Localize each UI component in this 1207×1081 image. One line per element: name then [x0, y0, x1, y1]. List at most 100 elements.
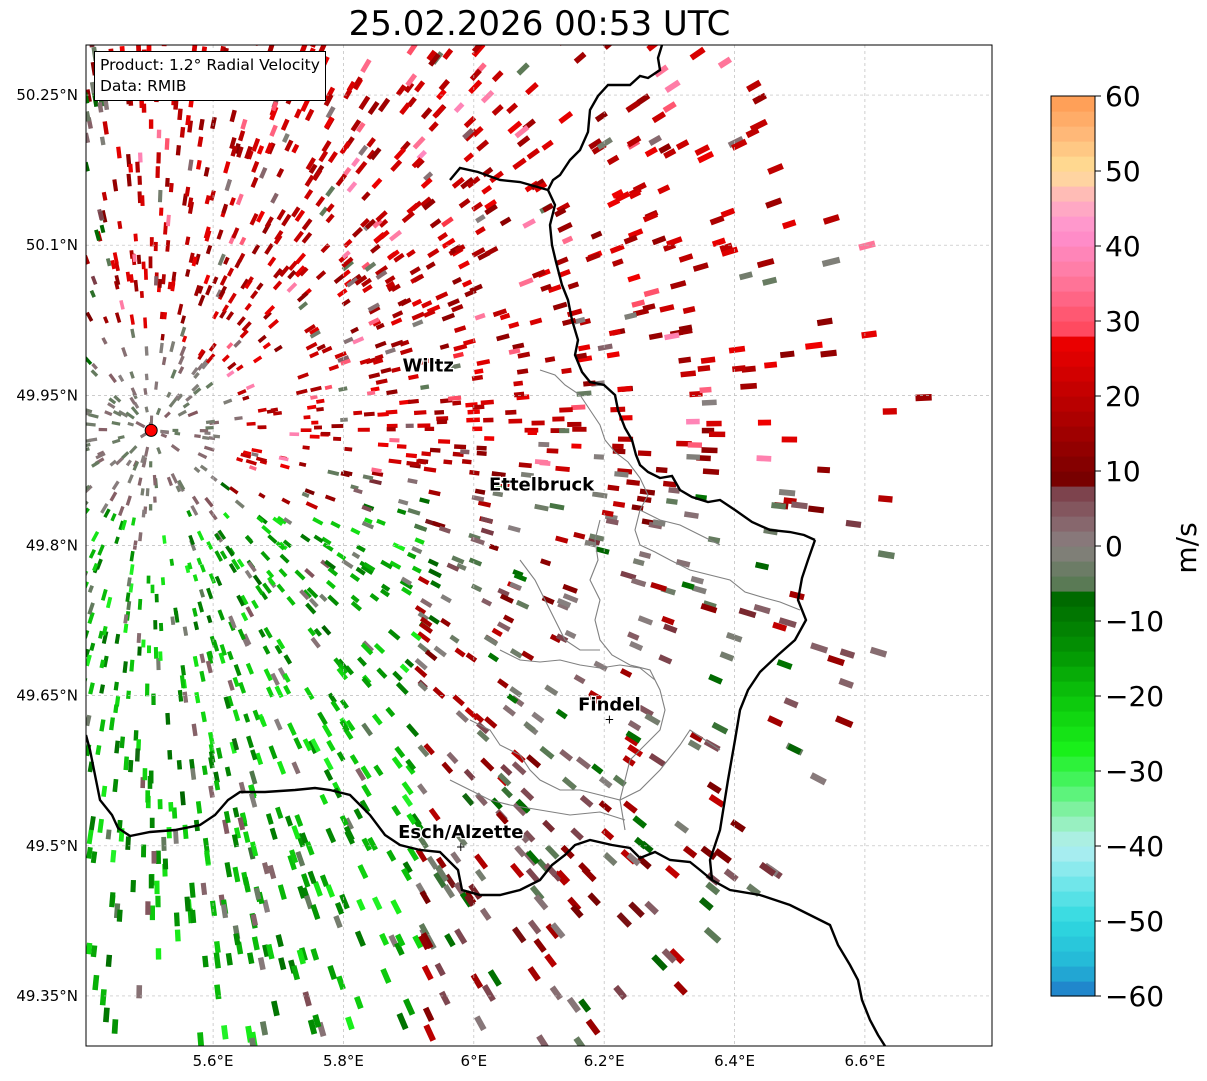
velocity-gate	[108, 397, 117, 405]
velocity-gate	[541, 595, 555, 605]
velocity-gate	[458, 198, 471, 209]
velocity-gate	[453, 325, 467, 334]
velocity-gate	[86, 846, 93, 859]
velocity-gate	[453, 102, 465, 114]
velocity-gate	[483, 716, 498, 729]
velocity-gate	[170, 473, 179, 484]
velocity-gate	[215, 289, 223, 298]
velocity-gate	[203, 226, 211, 239]
velocity-gate	[133, 730, 139, 741]
velocity-gate	[154, 276, 158, 286]
velocity-gate	[145, 901, 151, 915]
velocity-gate	[616, 912, 632, 928]
velocity-gate	[210, 475, 218, 482]
velocity-gate	[257, 956, 266, 971]
velocity-gate	[304, 686, 315, 701]
velocity-gate	[287, 854, 297, 871]
velocity-gate	[94, 229, 101, 242]
velocity-gate	[250, 749, 258, 761]
velocity-gate	[378, 218, 389, 228]
velocity-gate	[588, 138, 603, 150]
velocity-gate	[205, 425, 214, 430]
velocity-gate	[386, 423, 398, 429]
velocity-gate	[546, 448, 559, 454]
velocity-gate	[629, 640, 644, 652]
velocity-gate	[440, 594, 452, 604]
velocity-gate	[86, 355, 93, 366]
velocity-gate	[332, 781, 342, 793]
velocity-gate	[237, 389, 247, 396]
velocity-gate	[370, 386, 380, 392]
velocity-gate	[513, 572, 528, 583]
velocity-gate	[727, 135, 745, 149]
velocity-gate	[515, 798, 531, 814]
velocity-gate	[95, 452, 106, 460]
velocity-gate	[86, 942, 93, 955]
velocity-gate	[424, 426, 435, 432]
velocity-gate	[251, 452, 259, 458]
velocity-gate	[114, 633, 121, 645]
velocity-gate	[232, 866, 241, 883]
velocity-gate	[380, 583, 391, 592]
velocity-gate	[171, 271, 177, 281]
velocity-gate	[168, 182, 174, 193]
velocity-gate	[276, 167, 285, 178]
velocity-gate	[352, 336, 365, 345]
velocity-gate	[151, 850, 157, 864]
velocity-gate	[159, 207, 164, 216]
velocity-gate	[310, 904, 321, 920]
velocity-gate	[220, 481, 231, 491]
velocity-gate	[227, 650, 234, 661]
velocity-gate	[113, 394, 122, 403]
velocity-gate	[455, 710, 469, 723]
velocity-gate	[214, 532, 221, 541]
velocity-gate	[226, 695, 234, 707]
velocity-gate	[197, 452, 208, 460]
velocity-gate	[399, 579, 414, 590]
velocity-gate	[349, 572, 361, 583]
velocity-gate	[194, 691, 201, 704]
velocity-gate	[273, 268, 283, 279]
velocity-gate	[111, 421, 121, 426]
velocity-gate	[97, 544, 105, 556]
velocity-gate	[626, 852, 641, 867]
velocity-gate	[274, 644, 283, 655]
velocity-gate	[711, 721, 729, 735]
velocity-gate	[86, 442, 91, 449]
velocity-gate	[417, 744, 430, 758]
velocity-gate	[307, 870, 317, 885]
velocity-gate	[636, 93, 651, 106]
velocity-gate	[221, 354, 230, 363]
velocity-gate	[175, 145, 182, 156]
velocity-gate	[126, 32, 131, 45]
velocity-gate	[475, 214, 486, 224]
velocity-gate	[817, 466, 831, 474]
velocity-gate	[376, 518, 386, 526]
velocity-gate	[385, 280, 395, 289]
velocity-gate	[259, 716, 267, 728]
velocity-gate	[78, 668, 85, 680]
velocity-gate	[95, 745, 102, 756]
velocity-gate	[515, 599, 530, 610]
velocity-gate	[312, 168, 323, 182]
velocity-gate	[567, 421, 582, 427]
velocity-gate	[488, 543, 499, 552]
velocity-gate	[463, 768, 476, 781]
velocity-gate	[472, 404, 485, 410]
velocity-gate	[148, 504, 153, 511]
velocity-gate	[182, 402, 190, 409]
velocity-gate	[471, 374, 484, 381]
velocity-gate	[327, 692, 337, 704]
velocity-gate	[461, 279, 473, 288]
velocity-gate	[273, 344, 283, 353]
velocity-gate	[539, 460, 551, 467]
velocity-gate	[177, 689, 184, 702]
velocity-gate	[79, 246, 86, 257]
velocity-gate	[307, 1019, 318, 1035]
velocity-gate	[249, 213, 259, 226]
velocity-gate	[231, 558, 241, 571]
velocity-gate	[452, 694, 465, 707]
velocity-gate	[509, 686, 523, 698]
velocity-gate	[123, 614, 129, 624]
velocity-gate	[266, 45, 276, 55]
